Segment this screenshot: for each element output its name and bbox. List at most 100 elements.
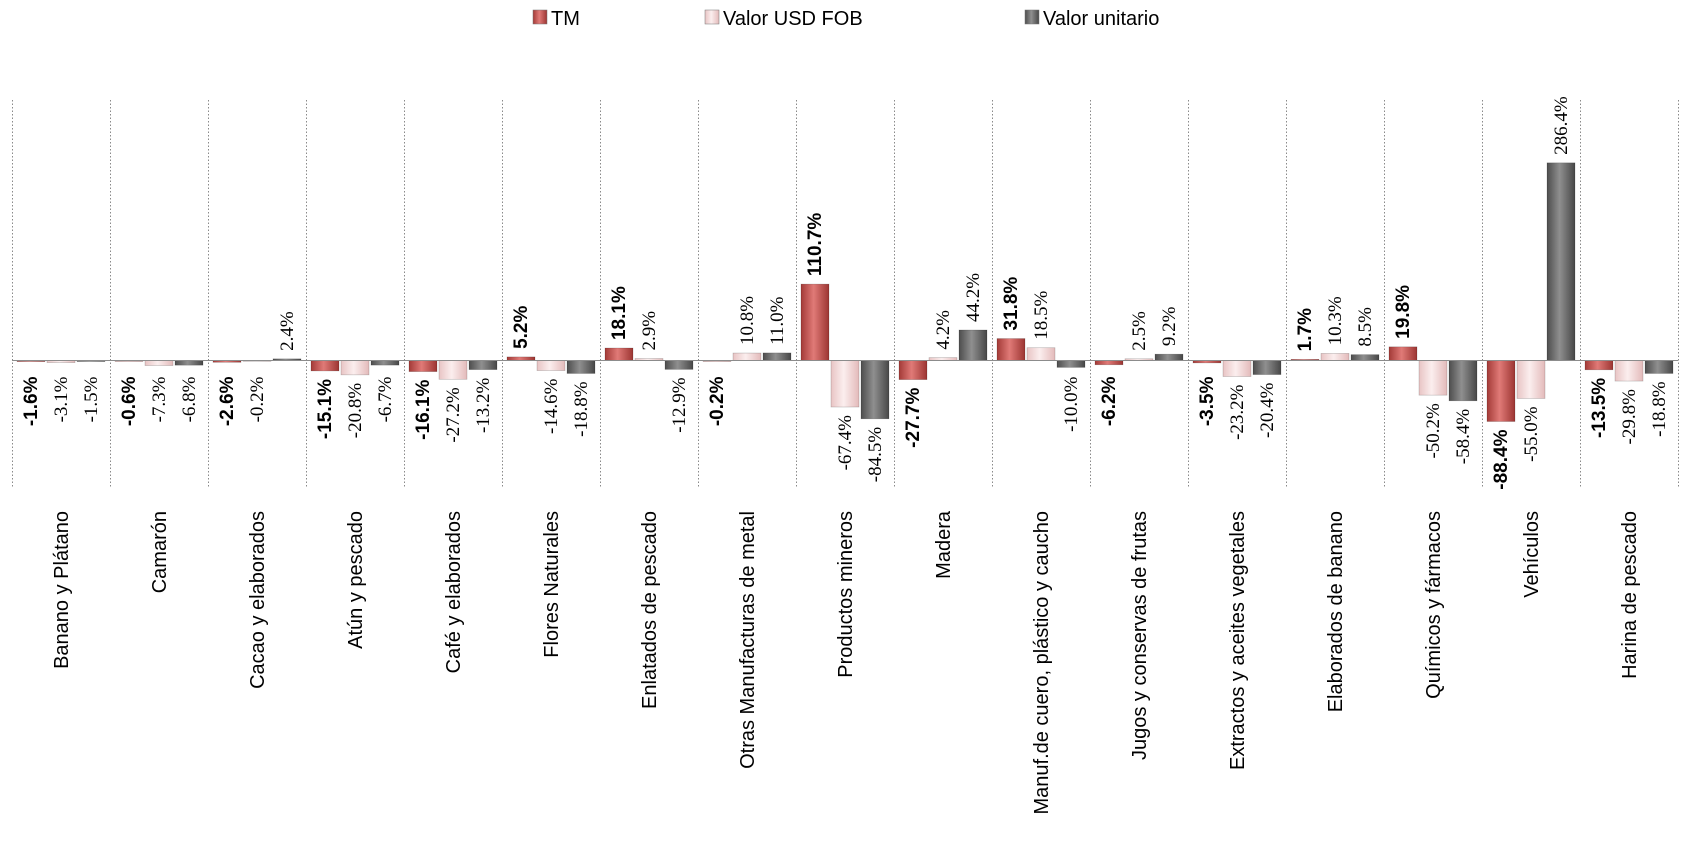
- data-label: 2.4%: [277, 311, 298, 351]
- data-label: -14.6%: [541, 378, 562, 434]
- data-label: -55.0%: [1521, 406, 1542, 462]
- data-label: 1.7%: [1295, 308, 1316, 351]
- bar-3: [762, 352, 792, 361]
- category-label: Manuf.de cuero, plástico y caucho: [1031, 511, 1053, 815]
- data-label: -6.2%: [1099, 376, 1120, 426]
- legend-swatch: [1024, 9, 1040, 25]
- bar-3: [1350, 354, 1380, 361]
- data-label: 2.5%: [1129, 311, 1150, 351]
- legend-item-2: Valor USD FOB: [704, 8, 863, 30]
- data-label: -18.8%: [1649, 381, 1670, 437]
- bar-2: [1516, 360, 1546, 399]
- bar-1: [1486, 360, 1516, 422]
- category-label: Extractos y aceites vegetales: [1227, 511, 1249, 770]
- data-label: -0.2%: [707, 376, 728, 426]
- data-label: -20.4%: [1257, 382, 1278, 438]
- data-label: 31.8%: [1001, 277, 1022, 331]
- bar-1: [604, 347, 634, 361]
- bar-3: [664, 360, 694, 370]
- data-label: -6.7%: [375, 376, 396, 422]
- bar-1: [1094, 360, 1124, 366]
- data-label: -0.6%: [119, 376, 140, 426]
- data-label: 4.2%: [933, 310, 954, 350]
- bar-3: [174, 360, 204, 366]
- bar-2: [438, 360, 468, 380]
- data-label: -16.1%: [413, 380, 434, 440]
- bar-3: [1154, 353, 1184, 361]
- bar-1: [996, 338, 1026, 361]
- bar-1: [898, 360, 928, 380]
- bar-3: [1546, 162, 1576, 361]
- legend-item-1: TM: [532, 8, 580, 30]
- bar-2: [340, 360, 370, 376]
- data-label: 5.2%: [511, 305, 532, 348]
- category-label: Químicos y fármacos: [1423, 511, 1445, 699]
- data-label: 8.5%: [1355, 307, 1376, 347]
- category-label: Vehículos: [1521, 511, 1543, 598]
- data-label: -15.1%: [315, 379, 336, 439]
- data-label: -0.2%: [247, 376, 268, 422]
- bar-1: [1388, 346, 1418, 361]
- data-label: 2.9%: [639, 311, 660, 351]
- bar-1: [1584, 360, 1614, 371]
- bar-3: [958, 329, 988, 361]
- bar-2: [536, 360, 566, 371]
- bar-2: [1418, 360, 1448, 396]
- category-label: Flores Naturales: [541, 511, 563, 658]
- bar-2: [1320, 353, 1350, 361]
- data-label: 286.4%: [1551, 96, 1572, 155]
- data-label: 10.3%: [1325, 296, 1346, 345]
- data-label: -1.6%: [21, 376, 42, 426]
- category-labels: Banano y Plátano Camarón Cacao y elaborado…: [51, 510, 1641, 814]
- category-label: Otras Manufacturas de metal: [737, 511, 759, 769]
- legend: TM Valor USD FOB Valor unitario: [532, 8, 1159, 30]
- data-label: 19.8%: [1393, 285, 1414, 339]
- bar-1: [408, 360, 438, 372]
- legend-label: TM: [551, 8, 580, 30]
- data-label: 110.7%: [805, 213, 826, 276]
- data-label: -67.4%: [835, 415, 856, 471]
- category-label: Productos mineros: [835, 511, 857, 678]
- bar-3: [468, 360, 498, 370]
- category-label: Enlatados de pescado: [639, 511, 661, 709]
- data-label: -29.8%: [1619, 389, 1640, 445]
- category-label: Camarón: [149, 511, 171, 593]
- data-label: 18.1%: [609, 286, 630, 340]
- data-labels: -1.6% -3.1% -1.5% -0.6% -7.3% -6.8% -2.6% -0.2%…: [21, 96, 1670, 490]
- data-label: -1.5%: [81, 376, 102, 422]
- data-label: -2.6%: [217, 376, 238, 426]
- data-label: -6.8%: [179, 376, 200, 422]
- data-label: -7.3%: [149, 376, 170, 422]
- legend-swatch: [532, 9, 548, 25]
- category-label: Cacao y elaborados: [247, 511, 269, 689]
- category-separators: [12, 100, 1679, 488]
- bar-1: [506, 356, 536, 361]
- category-label: Café y elaborados: [443, 511, 465, 673]
- data-label: -27.2%: [443, 387, 464, 443]
- data-label: -58.4%: [1453, 409, 1474, 465]
- data-label: -3.5%: [1197, 376, 1218, 426]
- category-label: Jugos y conservas de frutas: [1129, 511, 1151, 760]
- category-label: Atún y pescado: [345, 511, 367, 649]
- bar-2: [144, 360, 174, 366]
- data-label: -23.2%: [1227, 384, 1248, 440]
- legend-label: Valor unitario: [1043, 8, 1159, 30]
- category-label: Elaborados de banano: [1325, 511, 1347, 712]
- bar-3: [1644, 360, 1674, 374]
- data-label: -20.8%: [345, 383, 366, 439]
- bar-3: [860, 360, 890, 420]
- data-label: 11.0%: [767, 296, 788, 345]
- data-label: -18.8%: [571, 381, 592, 437]
- bar-3: [1252, 360, 1282, 375]
- data-label: -10.0%: [1061, 376, 1082, 432]
- category-label: Harina de pescado: [1619, 511, 1641, 679]
- data-label: -50.2%: [1423, 403, 1444, 459]
- bar-1: [310, 360, 340, 372]
- bar-3: [1448, 360, 1478, 402]
- data-label: 9.2%: [1159, 306, 1180, 346]
- bar-3: [370, 360, 400, 366]
- data-label: -12.9%: [669, 377, 690, 433]
- data-label: -27.7%: [903, 388, 924, 448]
- data-label: 10.8%: [737, 296, 758, 345]
